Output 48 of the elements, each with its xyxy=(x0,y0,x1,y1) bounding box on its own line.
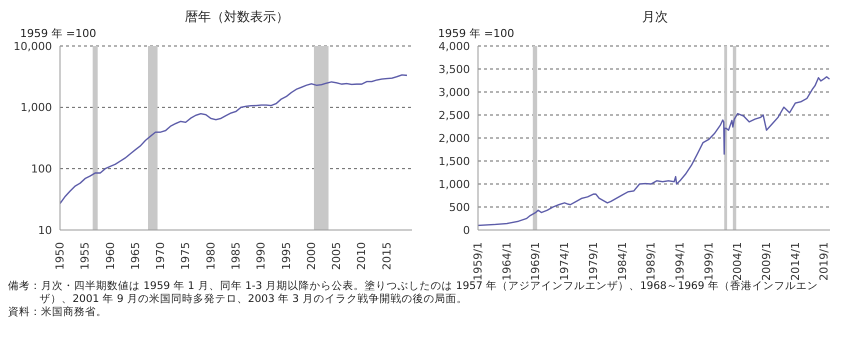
line-series xyxy=(60,74,408,204)
x-tick-label: 1994/1 xyxy=(673,242,686,281)
y-tick-label: 100 xyxy=(31,162,52,176)
y-tick-label: 3,000 xyxy=(438,86,470,99)
x-tick-label: 1985 xyxy=(230,242,242,270)
y-tick-label: 4,000 xyxy=(438,40,470,53)
y-tick-label: 3,500 xyxy=(438,62,470,76)
x-tick-label: 2015 xyxy=(380,242,394,270)
x-tick-label: 1989/1 xyxy=(644,242,658,281)
x-tick-label: 2019/1 xyxy=(818,242,831,281)
x-tick-label: 1979/1 xyxy=(586,242,600,281)
y-tick-label: 10,000 xyxy=(14,40,52,53)
x-tick-label: 1960 xyxy=(104,242,117,270)
line-series xyxy=(478,76,830,226)
y-tick-label: 2,000 xyxy=(438,132,470,145)
x-tick-label: 1969/1 xyxy=(529,242,542,281)
x-tick-label: 1970 xyxy=(154,242,168,270)
y-tick-label: 1,000 xyxy=(438,178,470,191)
y-tick-label: 1,000 xyxy=(20,101,52,114)
x-tick-label: 2000 xyxy=(304,242,318,270)
text: 備考：月次・四半期数値は 1959 年 1 月、同年 1-3 月期以降から公表。塗りつぶしたのは 1957 年（アジアインフルエンザ）、1968～1969 年（香港インフルエンザ）、2001 年 9 月の米国同時多発テロ、2003 年 3 月のイラク戦争開戦の後の局面。 xyxy=(8,280,819,306)
x-tick-label: 1965 xyxy=(128,242,142,270)
x-tick-label: 1984/1 xyxy=(616,242,629,281)
x-tick-label: 1964/1 xyxy=(500,242,514,281)
x-tick-label: 1974/1 xyxy=(558,242,572,281)
x-tick-label: 1955 xyxy=(78,242,92,270)
y-tick-label: 0 xyxy=(463,224,470,237)
y-tick-label: 10 xyxy=(38,224,52,237)
x-tick-label: 2014/1 xyxy=(788,242,802,281)
x-tick-label: 1990 xyxy=(254,242,268,270)
text: 資料：米国商務省。 xyxy=(8,306,108,319)
chart-title: 月次 xyxy=(641,9,669,26)
x-tick-label: 1950 xyxy=(54,242,66,270)
y-tick-label: 2,500 xyxy=(438,108,470,122)
x-tick-label: 1959/1 xyxy=(472,242,484,281)
x-tick-label: 2004/1 xyxy=(731,242,744,281)
y-tick-label: 500 xyxy=(449,200,470,214)
x-tick-label: 2009/1 xyxy=(760,242,774,281)
x-tick-label: 1995 xyxy=(280,242,293,270)
x-tick-label: 1975 xyxy=(179,242,192,270)
x-tick-label: 1999/1 xyxy=(702,242,716,281)
x-tick-label: 2005 xyxy=(330,242,344,270)
x-tick-label: 2010 xyxy=(355,242,368,270)
y-tick-label: 1,500 xyxy=(438,154,470,168)
y-axis-title: 1959 年 =100 xyxy=(437,26,516,40)
y-axis-title: 1959 年 =100 xyxy=(19,26,98,40)
chart-title: 暦年（対数表示） xyxy=(184,9,290,26)
x-tick-label: 1980 xyxy=(204,242,218,270)
